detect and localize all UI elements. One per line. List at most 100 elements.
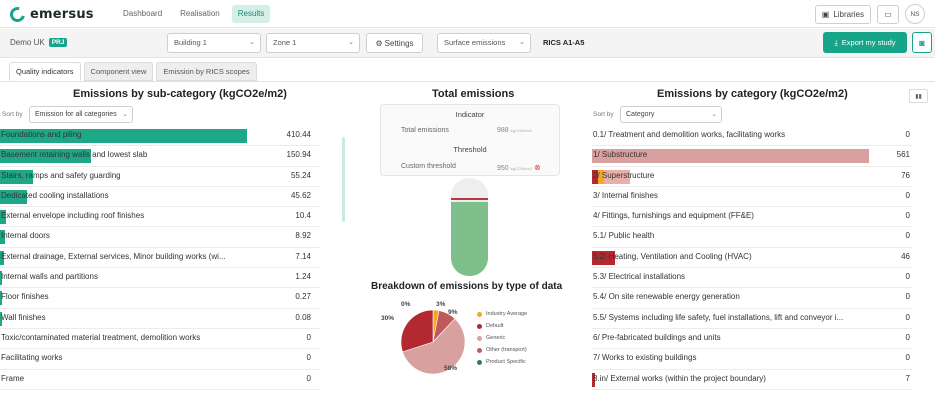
category-row[interactable]: 2/ Superstructure 76: [592, 167, 920, 187]
download-icon: ⤓: [834, 37, 838, 47]
category-bar-segment: [592, 372, 596, 387]
subcategory-row[interactable]: Wall finishes 0.08: [0, 309, 320, 329]
zone-select[interactable]: Zone 1 ⌄: [266, 33, 360, 53]
subcategory-value: 0.27: [295, 292, 311, 302]
subcategory-label: Frame: [1, 373, 25, 383]
category-row[interactable]: 5.4/ On site renewable energy generation…: [592, 288, 920, 309]
subcategory-row[interactable]: Facilitating works 0: [0, 349, 320, 370]
pie-label-other-transport: 9%: [448, 309, 458, 316]
tab-rics-scopes[interactable]: Emission by RICS scopes: [156, 62, 257, 81]
category-label: 4/ Fittings, furnishings and equipment (…: [593, 211, 754, 221]
result-tabs: Quality indicators Component view Emissi…: [9, 62, 257, 81]
subcategory-row[interactable]: External envelope including roof finishe…: [0, 207, 320, 228]
category-value: 0: [905, 211, 910, 221]
subcategory-sort-select[interactable]: Emission for all categories ⌄: [29, 106, 133, 123]
category-label: 0.1/ Treatment and demolition works, fac…: [593, 130, 786, 139]
category-row[interactable]: 6/ Pre-fabricated buildings and units 0: [592, 329, 920, 350]
subcategory-value: 7.14: [295, 251, 311, 261]
user-avatar[interactable]: NS: [905, 4, 925, 24]
category-label: 8.in/ External works (within the project…: [593, 373, 766, 383]
emersus-logo[interactable]: emersus: [7, 3, 94, 25]
threshold-heading: Threshold: [453, 145, 487, 154]
emissions-gauge: [451, 178, 488, 276]
subcategory-bar: [0, 189, 28, 204]
category-sort-select[interactable]: Category ⌄: [620, 106, 722, 123]
nav-realisation[interactable]: Realisation: [180, 9, 220, 18]
subcategory-value: 0: [306, 332, 311, 342]
libraries-button[interactable]: ▣ Libraries: [814, 4, 871, 24]
category-row[interactable]: 8.in/ External works (within the project…: [592, 370, 920, 390]
category-bar-segment: [592, 169, 598, 184]
category-row[interactable]: 0.1/ Treatment and demolition works, fac…: [592, 126, 920, 147]
subcategory-row[interactable]: Floor finishes 0.27: [0, 288, 320, 309]
pie-slice-default: [400, 309, 434, 353]
threshold-value: 950: [497, 165, 509, 172]
tab-quality-indicators[interactable]: Quality indicators: [9, 62, 81, 81]
category-row[interactable]: 5.2/ Heating, Ventilation and Cooling (H…: [592, 248, 920, 269]
category-row[interactable]: 7/ Works to existing buildings 0: [592, 349, 920, 370]
nav-results[interactable]: Results: [231, 5, 271, 23]
building-select[interactable]: Building 1 ⌄: [167, 33, 261, 53]
legend-swatch: [477, 336, 482, 341]
emissions-type-select[interactable]: Surface emissions ⌄: [437, 33, 531, 53]
camera-icon: ◙: [919, 37, 925, 48]
subcategory-row[interactable]: Stairs, ramps and safety guarding 55.24: [0, 167, 320, 187]
row-divider: [592, 388, 912, 390]
total-emissions-value: 988: [497, 127, 509, 134]
category-row[interactable]: 1/ Substructure 561: [592, 146, 920, 167]
subcategory-row[interactable]: External drainage, External services, Mi…: [0, 248, 320, 269]
screenshot-button[interactable]: ◙: [912, 32, 932, 53]
subcategory-value: 150.94: [286, 150, 311, 160]
category-row[interactable]: 5.3/ Electrical installations 0: [592, 268, 920, 289]
subcategory-row[interactable]: Frame 0: [0, 370, 320, 390]
nav-dashboard[interactable]: Dashboard: [123, 9, 163, 18]
subcategory-sort-value: Emission for all categories: [35, 111, 117, 118]
category-row[interactable]: 3/ Internal finishes 0: [592, 187, 920, 208]
row-divider: [0, 206, 320, 208]
legend-swatch: [477, 312, 482, 317]
settings-label: Settings: [384, 38, 414, 48]
category-value: 0: [905, 130, 910, 139]
subcategory-row[interactable]: Foundations and piling 410.44: [0, 126, 320, 147]
export-label: Export my study: [841, 38, 896, 47]
row-divider: [592, 368, 912, 370]
subcategory-scrollbar[interactable]: [342, 137, 345, 222]
subcategory-row[interactable]: Internal walls and partitions 1.24: [0, 268, 320, 289]
row-divider: [0, 246, 320, 248]
subcategory-value: 45.62: [290, 190, 311, 200]
subcategory-label: External envelope including roof finishe…: [1, 211, 145, 221]
row-divider: [0, 388, 320, 390]
legend-swatch: [477, 348, 482, 353]
zone-value: Zone 1: [273, 38, 297, 47]
category-row[interactable]: 5.5/ Systems including life safety, fuel…: [592, 309, 920, 329]
category-row[interactable]: 4/ Fittings, furnishings and equipment (…: [592, 207, 920, 228]
category-label: 5.3/ Electrical installations: [593, 272, 686, 282]
subcategory-label: Internal doors: [1, 231, 50, 241]
main-nav: Dashboard Realisation Results: [117, 5, 271, 23]
threshold-value-group: 950 kgCO2e/m2 ⊗: [497, 163, 541, 172]
category-row[interactable]: 5.1/ Public health 0: [592, 227, 920, 248]
legend-item: Other (transport): [477, 346, 527, 358]
row-divider: [0, 287, 320, 289]
tab-component-view[interactable]: Component view: [83, 62, 154, 81]
bar-chart-toggle-button[interactable]: ▮▮: [909, 89, 928, 103]
subcategory-bar: [0, 169, 34, 184]
subcategory-row[interactable]: Basement retaining walls and lowest slab…: [0, 146, 320, 167]
chevron-down-icon: ⌄: [348, 39, 354, 46]
subcategory-row[interactable]: Toxic/contaminated material treatment, d…: [0, 329, 320, 350]
category-bar-segment: [603, 169, 630, 184]
chat-button[interactable]: ▭: [877, 4, 899, 24]
libraries-icon: ▣: [821, 9, 830, 19]
export-study-button[interactable]: ⤓ Export my study: [823, 32, 907, 53]
legend-item: Product Specific: [477, 358, 527, 370]
libraries-label: Libraries: [833, 9, 864, 19]
category-bar-segment: [592, 250, 615, 265]
subcategory-row[interactable]: Dedicated cooling installations 45.62: [0, 187, 320, 208]
subcategory-row[interactable]: Internal doors 8.92: [0, 227, 320, 248]
category-label: 5.2/ Heating, Ventilation and Cooling (H…: [593, 251, 752, 261]
pie-label-product-specific: 0%: [401, 301, 411, 308]
breakdown-pie-chart: [400, 309, 466, 375]
legend-label: Other (transport): [486, 347, 527, 353]
subcategory-bar: [0, 271, 2, 286]
settings-button[interactable]: ⚙ Settings: [366, 33, 423, 53]
